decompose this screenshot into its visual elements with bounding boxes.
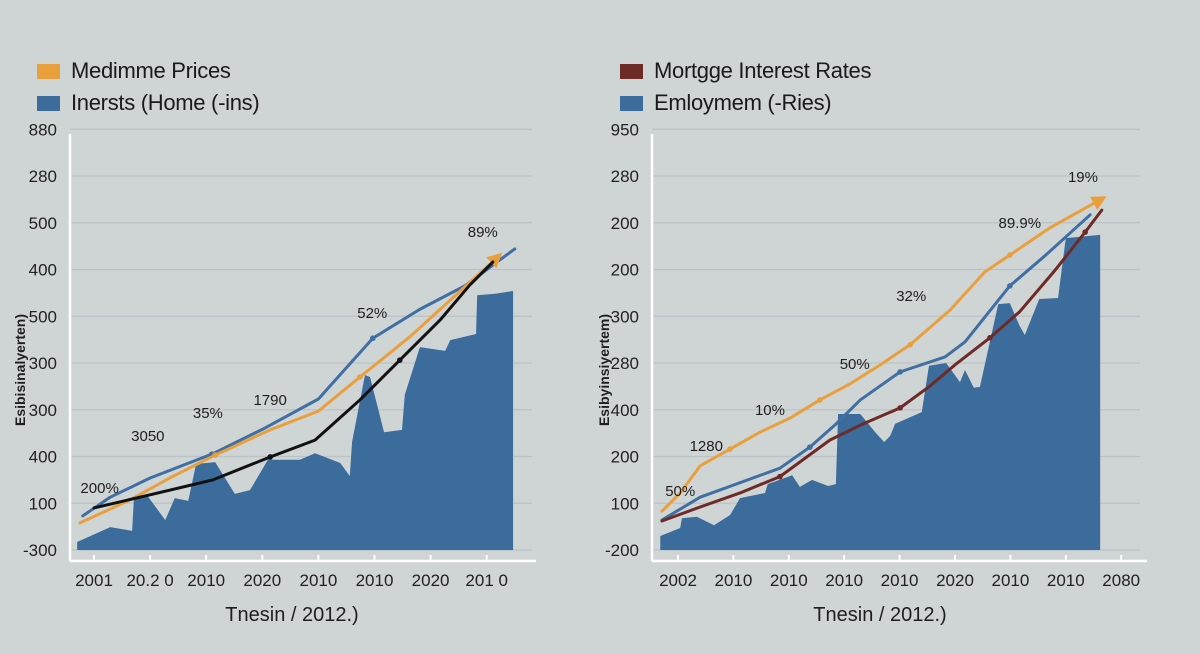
y-tick-label: 100 bbox=[611, 494, 639, 513]
y-axis-title: Esibisinalyerten) bbox=[12, 314, 28, 426]
x-tick-label: 2002 bbox=[659, 571, 697, 590]
y-tick-label: 300 bbox=[611, 307, 639, 326]
y-tick-label: 100 bbox=[29, 494, 57, 513]
legend-label: Emloymem (-Ries) bbox=[654, 90, 832, 115]
data-point bbox=[897, 405, 903, 411]
legend-left: Medimme Prices Inersts (Home (-ins) bbox=[37, 58, 260, 116]
y-tick-label: 280 bbox=[29, 167, 57, 186]
x-axis-title: Tnesin / 2012.) bbox=[813, 604, 946, 626]
data-label: 200% bbox=[80, 480, 118, 497]
y-axis-title: Esibyinsiyertem) bbox=[596, 314, 612, 426]
y-tick-label: 300 bbox=[29, 401, 57, 420]
data-label: 50% bbox=[840, 356, 870, 373]
legend-label: Inersts (Home (-ins) bbox=[71, 90, 260, 115]
data-point bbox=[357, 374, 363, 380]
data-point bbox=[817, 397, 823, 403]
y-tick-label: -300 bbox=[23, 541, 57, 560]
data-point bbox=[1007, 283, 1013, 289]
data-point bbox=[727, 446, 733, 452]
x-tick-label: 2010 bbox=[299, 571, 337, 590]
y-tick-label: 500 bbox=[29, 307, 57, 326]
data-label: 89.9% bbox=[999, 215, 1042, 232]
data-point bbox=[1082, 229, 1088, 235]
area-series bbox=[77, 291, 514, 550]
y-tick-label: -200 bbox=[605, 541, 639, 560]
chart-1: -300 100 400 300 300 500 400 500 280 880 2001 20.2 … bbox=[12, 120, 536, 626]
y-tick-label: 280 bbox=[611, 354, 639, 373]
x-tick-label: 2010 bbox=[356, 571, 394, 590]
x-tick-label: 2020 bbox=[412, 571, 450, 590]
data-label: 1790 bbox=[253, 392, 286, 409]
y-tick-label: 200 bbox=[611, 448, 639, 467]
x-tick-label: 2020 bbox=[243, 571, 281, 590]
data-point bbox=[1007, 252, 1013, 258]
line-series bbox=[660, 196, 1107, 513]
line-series bbox=[660, 208, 1104, 523]
area-series bbox=[660, 234, 1101, 550]
legend-item-inersts: Inersts (Home (-ins) bbox=[37, 90, 260, 116]
data-label: 52% bbox=[357, 305, 387, 322]
line-series bbox=[81, 247, 517, 518]
legend-swatch-brown bbox=[620, 63, 643, 79]
line-series bbox=[92, 260, 495, 510]
x-tick-label: 20.2 0 bbox=[126, 571, 173, 590]
y-tick-label: 400 bbox=[29, 261, 57, 280]
data-point bbox=[907, 341, 913, 348]
data-point bbox=[212, 452, 218, 458]
data-point bbox=[267, 454, 273, 460]
legend-item-mortgage-rates: Mortgge Interest Rates bbox=[620, 58, 871, 84]
x-tick-label: 2010 bbox=[991, 571, 1029, 590]
data-point bbox=[807, 444, 813, 450]
legend-item-employment: Emloymem (-Ries) bbox=[620, 90, 871, 116]
data-point bbox=[396, 357, 403, 363]
y-tick-label: 950 bbox=[611, 120, 639, 139]
legend-right: Mortgge Interest Rates Emloymem (-Ries) bbox=[620, 58, 871, 116]
x-tick-label: 201 0 bbox=[465, 571, 508, 590]
y-tick-label: 400 bbox=[29, 448, 57, 467]
chart-2: -200 100 200 400 280 300 200 200 280 950 2002 2010 2… bbox=[596, 120, 1147, 626]
x-tick-label: 2010 bbox=[187, 571, 225, 590]
x-tick-label: 2010 bbox=[825, 571, 863, 590]
data-point bbox=[370, 335, 376, 342]
data-label: 32% bbox=[896, 288, 926, 305]
data-label: 35% bbox=[193, 405, 223, 422]
line-series bbox=[78, 252, 503, 525]
y-tick-label: 880 bbox=[29, 120, 57, 139]
x-tick-label: 2010 bbox=[881, 571, 919, 590]
y-tick-label: 200 bbox=[611, 214, 639, 233]
legend-swatch-blue bbox=[37, 95, 60, 111]
data-label: 19% bbox=[1068, 169, 1098, 186]
y-tick-label: 200 bbox=[611, 261, 639, 280]
legend-item-median-prices: Medimme Prices bbox=[37, 58, 259, 84]
data-label: 10% bbox=[755, 402, 785, 419]
legend-label: Medimme Prices bbox=[71, 58, 231, 83]
data-label: 50% bbox=[665, 483, 695, 500]
x-tick-label: 2001 bbox=[75, 571, 113, 590]
data-point bbox=[987, 334, 993, 341]
x-axis-title: Tnesin / 2012.) bbox=[225, 604, 358, 626]
y-tick-label: 400 bbox=[611, 401, 639, 420]
line-series bbox=[660, 213, 1092, 522]
data-label: 3050 bbox=[131, 428, 164, 445]
data-point bbox=[897, 369, 903, 375]
legend-label: Mortgge Interest Rates bbox=[654, 58, 872, 83]
x-tick-label: 2010 bbox=[714, 571, 752, 590]
y-tick-label: 500 bbox=[29, 214, 57, 233]
y-tick-label: 280 bbox=[611, 167, 639, 186]
legend-swatch-orange bbox=[37, 63, 60, 79]
data-point bbox=[777, 473, 783, 480]
x-tick-label: 2010 bbox=[1047, 571, 1085, 590]
x-tick-label: 2020 bbox=[936, 571, 974, 590]
y-tick-label: 300 bbox=[29, 354, 57, 373]
x-tick-label: 2010 bbox=[770, 571, 808, 590]
data-label: 89% bbox=[468, 224, 498, 241]
data-label: 1280 bbox=[690, 438, 723, 455]
x-tick-label: 2080 bbox=[1102, 571, 1140, 590]
legend-swatch-blue bbox=[620, 95, 643, 111]
